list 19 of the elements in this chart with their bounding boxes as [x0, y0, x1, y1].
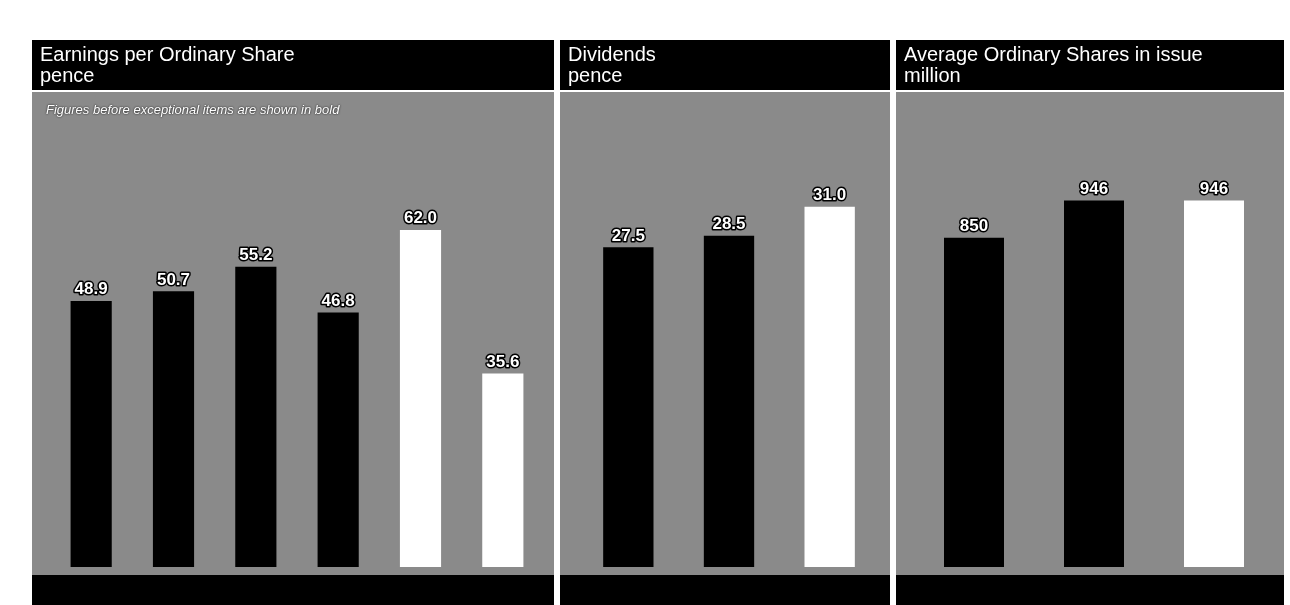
- data-label: 48.9: [74, 279, 108, 299]
- data-label: 62.0: [403, 208, 438, 228]
- chart-subtitle: million: [904, 64, 961, 86]
- data-label: 946: [1199, 178, 1229, 198]
- data-label: 946: [1079, 178, 1109, 198]
- data-label: 27.5: [611, 225, 645, 245]
- chart-subtitle: pence: [40, 64, 95, 86]
- chart-title: Average Ordinary Shares in issue: [904, 43, 1203, 65]
- data-label: 31.0: [813, 184, 847, 204]
- data-label: 46.8: [321, 290, 355, 310]
- data-label: 50.7: [156, 269, 191, 289]
- chart-title: Earnings per Ordinary Share: [40, 43, 295, 65]
- chart-subtitle: pence: [568, 64, 623, 86]
- data-label: 28.5: [712, 213, 746, 233]
- text: Figures before exceptional items are shown in bold: [46, 102, 340, 117]
- data-label: 850: [959, 215, 989, 235]
- data-label: 55.2: [239, 245, 273, 265]
- data-label: 35.6: [486, 351, 520, 371]
- chart-title: Dividends: [568, 43, 656, 65]
